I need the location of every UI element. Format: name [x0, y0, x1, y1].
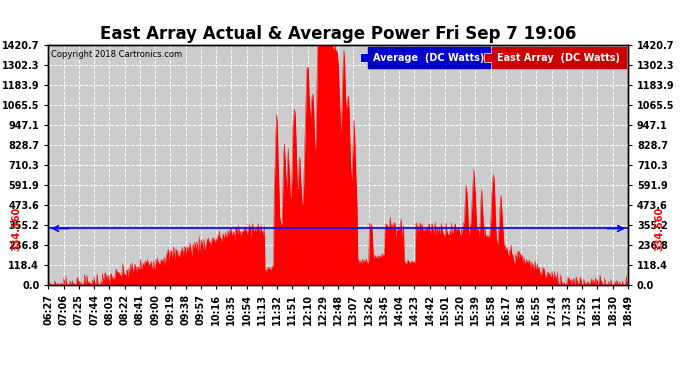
Text: 334.560: 334.560 [12, 206, 21, 251]
Legend: Average  (DC Watts), East Array  (DC Watts): Average (DC Watts), East Array (DC Watts… [357, 50, 623, 66]
Title: East Array Actual & Average Power Fri Sep 7 19:06: East Array Actual & Average Power Fri Se… [100, 26, 576, 44]
Text: 334.560: 334.560 [655, 206, 664, 251]
Text: Copyright 2018 Cartronics.com: Copyright 2018 Cartronics.com [51, 50, 182, 59]
